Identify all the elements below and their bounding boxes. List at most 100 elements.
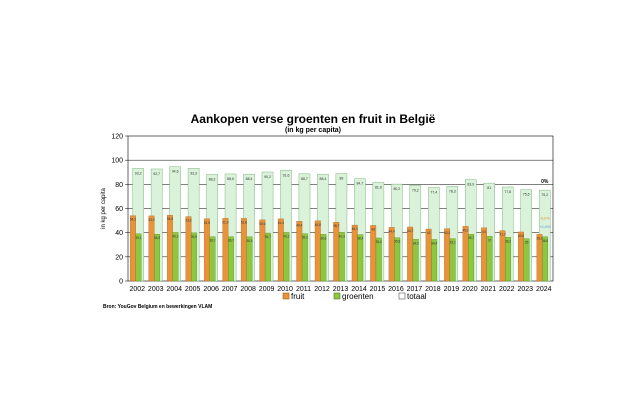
data-label-totaal-2014: 84,7 (356, 182, 363, 186)
data-label-fruit-2008: 51,8 (241, 220, 247, 224)
data-label-totaal-2007: 88,6 (227, 177, 234, 181)
bar-fruit-2008 (240, 218, 247, 282)
bar-groenten-2019 (449, 238, 456, 282)
data-label-groenten-2018: 34,4 (431, 241, 437, 245)
x-tick-label-2015: 2015 (370, 286, 386, 293)
bar-fruit-2012 (314, 220, 321, 282)
data-label-totaal-2003: 92,7 (153, 172, 160, 176)
bar-groenten-2021 (486, 236, 493, 282)
y-tick-label: 80 (115, 182, 123, 189)
data-label-groenten-2004: 40,2 (172, 234, 178, 238)
data-label-fruit-2002: 54,1 (130, 218, 136, 222)
bar-fruit-2004 (167, 214, 173, 282)
x-tick-label-2012: 2012 (314, 286, 330, 293)
bar-fruit-2006 (203, 218, 210, 282)
x-tick-label-2002: 2002 (129, 286, 145, 293)
x-tick-label-2021: 2021 (481, 286, 497, 293)
data-label-totaal-2022: 77,8 (504, 190, 511, 194)
data-label-fruit-2024: 38,6 (536, 236, 542, 240)
data-label-fruit-2007: 51,9 (222, 220, 228, 224)
data-label-totaal-2023: 75,6 (523, 193, 530, 197)
bar-groenten-2011 (301, 233, 308, 282)
bar-groenten-2013 (338, 232, 345, 282)
data-label-groenten-2006: 36,7 (209, 239, 215, 243)
data-label-totaal-2012: 88,4 (320, 177, 327, 181)
bar-fruit-2003 (148, 215, 155, 282)
bar-groenten-2005 (191, 232, 197, 282)
x-tick-label-2017: 2017 (407, 286, 423, 293)
bar-groenten-2015 (375, 237, 382, 282)
data-label-fruit-2020: 45,2 (462, 228, 468, 232)
legend-swatch-totaal (398, 292, 406, 300)
bar-fruit-2011 (296, 221, 303, 282)
bar-groenten-2018 (431, 239, 438, 282)
y-axis-label: in kg per capita (101, 187, 107, 228)
source-note: Bron: YouGov Belgium en bewerkingen VLAM (103, 304, 213, 310)
data-label-fruit-2015: 46 (371, 227, 375, 231)
bar-groenten-2009 (264, 232, 271, 282)
y-tick-label: 100 (111, 158, 123, 165)
data-label-fruit-2014: 46,3 (352, 227, 358, 231)
data-label-totaal-2002: 93,2 (135, 171, 142, 175)
bar-groenten-2020 (468, 234, 475, 282)
data-label-totaal-2015: 81,6 (375, 185, 382, 189)
bar-fruit-2009 (259, 219, 266, 282)
x-tick-label-2006: 2006 (203, 286, 219, 293)
data-label-fruit-2006: 51,5 (204, 221, 210, 225)
data-label-totaal-2009: 90,2 (264, 175, 271, 179)
bar-fruit-2021 (481, 227, 487, 282)
data-label-groenten-2005: 39,9 (191, 235, 197, 239)
x-tick-label-2009: 2009 (259, 286, 275, 293)
data-label-groenten-2015: 35,6 (376, 240, 382, 244)
data-label-fruit-2009: 50,6 (259, 222, 265, 226)
y-tick-label: 20 (115, 254, 123, 261)
data-label-groenten-2008: 36,6 (246, 239, 252, 243)
data-label-groenten-2009: 39,7 (265, 235, 271, 239)
x-tick-label-2022: 2022 (499, 286, 515, 293)
data-label-groenten-2016: 35,8 (394, 240, 400, 244)
y-tick-label: 40 (115, 230, 123, 237)
data-label-totaal-2005: 93,3 (190, 171, 197, 175)
data-label-fruit-2004: 54,5 (167, 217, 173, 221)
data-label-totaal-2017: 79,2 (412, 188, 419, 192)
x-tick-label-2018: 2018 (425, 286, 441, 293)
data-label-groenten-2007: 36,7 (228, 239, 234, 243)
y-tick-label: 60 (115, 206, 123, 213)
data-label-fruit-2021: 44 (482, 230, 486, 234)
data-label-groenten-2023: 35 (525, 241, 529, 245)
x-tick-label-2003: 2003 (148, 286, 164, 293)
data-label-fruit-2016: 44,4 (389, 229, 395, 233)
data-label-totaal-2006: 88,2 (209, 177, 216, 181)
bar-groenten-2004 (172, 232, 179, 282)
bar-fruit-2020 (462, 226, 469, 282)
x-tick-label-2024: 2024 (536, 286, 552, 293)
bar-groenten-2012 (320, 234, 327, 282)
bar-groenten-2007 (228, 236, 234, 282)
data-label-fruit-2017: 44,7 (407, 229, 413, 233)
data-label-totaal-2018: 77,4 (430, 190, 437, 194)
x-tick-label-2023: 2023 (517, 286, 533, 293)
data-label-groenten-2020: 38,7 (468, 236, 474, 240)
y-tick-label: 0 (119, 279, 123, 286)
data-label-totaal-2016: 80,2 (393, 187, 400, 191)
bar-groenten-2024 (542, 236, 548, 282)
data-label-totaal-2004: 94,6 (172, 170, 179, 174)
bar-fruit-2017 (407, 226, 414, 282)
bar-fruit-2015 (370, 225, 377, 282)
data-label-groenten-2012: 38,6 (320, 236, 326, 240)
bar-fruit-2016 (388, 227, 395, 282)
x-tick-label-2014: 2014 (351, 286, 367, 293)
data-label-totaal-2010: 91,6 (283, 173, 290, 177)
bar-groenten-2017 (412, 239, 419, 282)
x-tick-label-2011: 2011 (296, 286, 311, 293)
data-label-groenten-2003: 38,8 (154, 236, 160, 240)
bar-fruit-2014 (351, 224, 358, 282)
data-label-groenten-2022: 36,2 (505, 239, 511, 243)
bar-fruit-2018 (425, 228, 432, 282)
x-tick-label-2005: 2005 (185, 286, 201, 293)
bar-fruit-2019 (444, 228, 451, 282)
bar-groenten-2016 (394, 237, 401, 282)
data-label-fruit-2005: 53,3 (185, 219, 191, 223)
data-label-fruit-2018: 43 (427, 231, 431, 235)
